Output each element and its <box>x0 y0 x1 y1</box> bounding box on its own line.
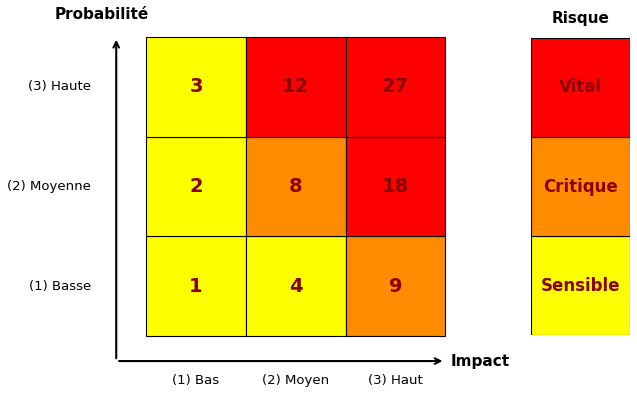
FancyBboxPatch shape <box>246 137 346 236</box>
FancyBboxPatch shape <box>346 236 445 336</box>
Text: 4: 4 <box>289 277 303 296</box>
FancyBboxPatch shape <box>346 137 445 236</box>
Text: 27: 27 <box>382 77 409 96</box>
Text: Risque: Risque <box>552 11 610 26</box>
Text: 1: 1 <box>189 277 203 296</box>
Text: (1) Bas: (1) Bas <box>173 374 220 387</box>
Text: Impact: Impact <box>450 353 510 368</box>
FancyBboxPatch shape <box>531 236 630 335</box>
Text: Probabilité: Probabilité <box>54 7 148 22</box>
FancyBboxPatch shape <box>346 37 445 137</box>
Text: (3) Haut: (3) Haut <box>368 374 423 387</box>
Text: 12: 12 <box>282 77 310 96</box>
Text: 3: 3 <box>189 77 203 96</box>
Text: Sensible: Sensible <box>541 277 620 295</box>
Text: 9: 9 <box>389 277 402 296</box>
Text: (2) Moyen: (2) Moyen <box>262 374 329 387</box>
FancyBboxPatch shape <box>246 236 346 336</box>
Text: (2) Moyenne: (2) Moyenne <box>8 180 91 193</box>
FancyBboxPatch shape <box>146 37 246 137</box>
Text: (1) Basse: (1) Basse <box>29 280 91 293</box>
FancyBboxPatch shape <box>146 137 246 236</box>
Text: 2: 2 <box>189 177 203 196</box>
Text: 18: 18 <box>382 177 409 196</box>
Text: 8: 8 <box>289 177 303 196</box>
FancyBboxPatch shape <box>531 137 630 236</box>
Text: (3) Haute: (3) Haute <box>28 80 91 93</box>
FancyBboxPatch shape <box>246 37 346 137</box>
FancyBboxPatch shape <box>531 37 630 137</box>
Text: Vital: Vital <box>559 78 602 96</box>
FancyBboxPatch shape <box>146 236 246 336</box>
Text: Critique: Critique <box>543 178 618 195</box>
